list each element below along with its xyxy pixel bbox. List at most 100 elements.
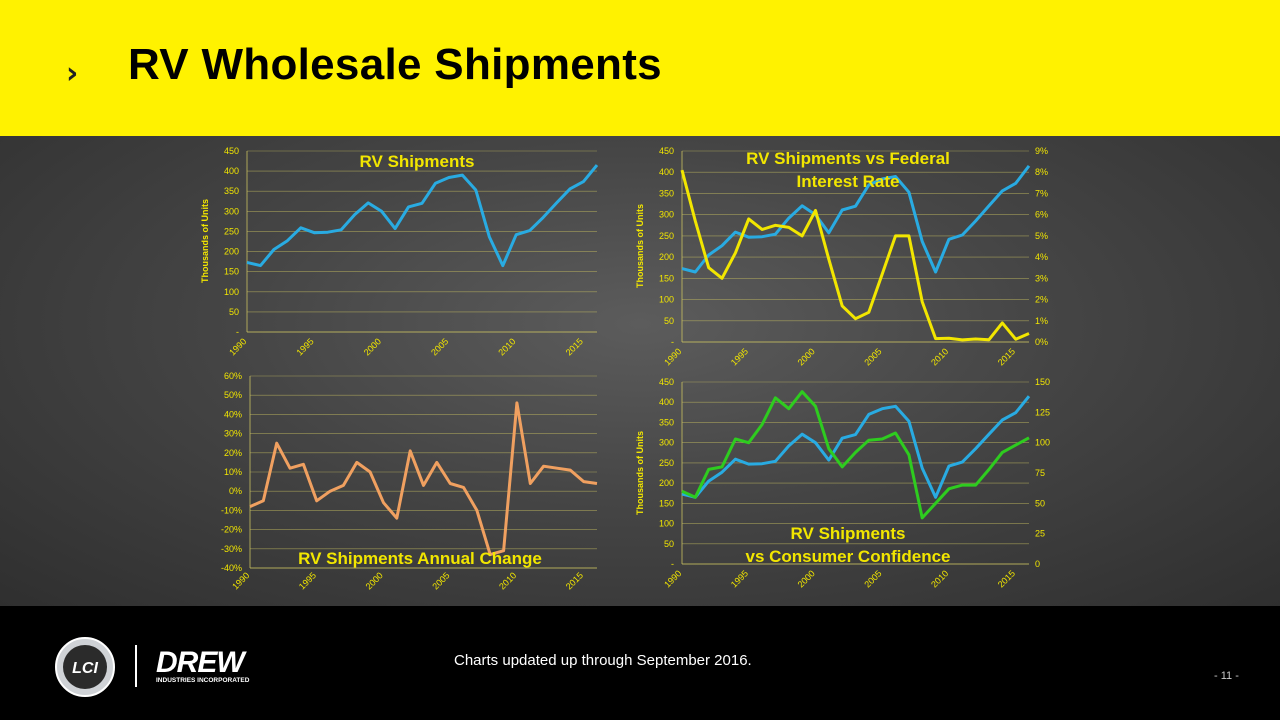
y-tick-label: 50% [224,390,242,400]
x-tick-label: 2015 [996,346,1017,367]
chart-title: Interest Rate [797,172,900,191]
chevron-right-icon: › [66,56,79,91]
x-tick-label: 1995 [294,336,315,357]
y2-tick-label: 125 [1035,407,1050,417]
y-tick-label: 0% [229,486,242,496]
footnote: Charts updated up through September 2016… [454,652,752,669]
y-tick-label: 150 [659,273,674,283]
y2-tick-label: 0 [1035,559,1040,569]
drew-logo-text: DREW [156,646,247,679]
y-tick-label: 50 [664,539,674,549]
y-tick-label: -10% [221,505,242,515]
x-tick-label: 2005 [862,568,883,589]
page-number: - 11 - [1214,670,1239,682]
y2-tick-label: 6% [1035,210,1048,220]
y-tick-label: 350 [659,417,674,427]
y-tick-label: 10% [224,467,242,477]
y2-tick-label: 3% [1035,273,1048,283]
y2-tick-label: 150 [1035,377,1050,387]
x-tick-label: 2015 [564,336,585,357]
y-tick-label: 450 [659,377,674,387]
y2-tick-label: 2% [1035,295,1048,305]
y-tick-label: 300 [224,206,239,216]
y-tick-label: - [671,559,674,569]
x-tick-label: 2005 [429,336,450,357]
title-bar [0,0,1280,136]
y2-tick-label: 7% [1035,188,1048,198]
y-tick-label: -30% [221,544,242,554]
x-tick-label: 1990 [227,336,248,357]
chart-area [0,136,1280,606]
x-tick-label: 2000 [362,336,383,357]
y-tick-label: 150 [659,498,674,508]
chart-title: RV Shipments vs Federal [746,149,950,168]
series-line [680,169,1030,342]
x-tick-label: 2005 [430,570,451,591]
series-line [681,390,1030,520]
y-tick-label: 50 [229,307,239,317]
y-tick-label: 20% [224,448,242,458]
y-tick-label: 250 [659,231,674,241]
series-line [249,401,598,557]
x-tick-label: 2010 [929,346,950,367]
chart-title: RV Shipments [791,524,906,543]
x-tick-label: 2005 [862,346,883,367]
y-tick-label: 400 [224,166,239,176]
x-tick-label: 2010 [929,568,950,589]
y-axis-title: Thousands of Units [200,199,210,283]
series-line [681,395,1031,499]
series-line [246,164,599,268]
y-tick-label: 100 [659,295,674,305]
y-tick-label: 100 [224,287,239,297]
y-tick-label: - [236,327,239,337]
y-tick-label: 350 [659,188,674,198]
y-tick-label: 250 [224,226,239,236]
chart-title: RV Shipments [360,152,475,171]
x-tick-label: 2010 [497,570,518,591]
y2-tick-label: 4% [1035,252,1048,262]
y2-tick-label: 50 [1035,498,1045,508]
y-tick-label: 40% [224,409,242,419]
y-tick-label: - [671,337,674,347]
chart-title: RV Shipments Annual Change [298,549,542,568]
y-tick-label: 450 [224,146,239,156]
y-tick-label: 400 [659,397,674,407]
x-tick-label: 2010 [496,336,517,357]
lci-logo: LCI [54,636,116,703]
series-line [681,164,1031,274]
footer [0,606,1280,720]
y-tick-label: 60% [224,371,242,381]
y-tick-label: 100 [659,519,674,529]
drew-logo: DREW INDUSTRIES INCORPORATED [154,628,266,691]
x-tick-label: 2015 [564,570,585,591]
x-tick-label: 2000 [796,346,817,367]
x-tick-label: 1995 [729,568,750,589]
y2-tick-label: 100 [1035,438,1050,448]
y-tick-label: 450 [659,146,674,156]
y2-tick-label: 0% [1035,337,1048,347]
x-tick-label: 1995 [729,346,750,367]
y2-tick-label: 1% [1035,316,1048,326]
y-axis-title: Thousands of Units [635,431,645,515]
y-tick-label: 200 [224,247,239,257]
x-tick-label: 1990 [230,570,251,591]
lci-logo-text: LCI [72,660,98,677]
x-tick-label: 1990 [662,346,683,367]
y-tick-label: 300 [659,210,674,220]
x-tick-label: 2015 [996,568,1017,589]
y2-tick-label: 8% [1035,167,1048,177]
y-tick-label: -40% [221,563,242,573]
x-tick-label: 2000 [364,570,385,591]
x-tick-label: 1990 [662,568,683,589]
y2-tick-label: 25 [1035,529,1045,539]
y-tick-label: 150 [224,267,239,277]
y-tick-label: 250 [659,458,674,468]
drew-logo-subtext: INDUSTRIES INCORPORATED [156,677,250,684]
y-tick-label: 300 [659,438,674,448]
y-tick-label: 50 [664,316,674,326]
chart-title: vs Consumer Confidence [746,547,951,566]
y-tick-label: -20% [221,525,242,535]
x-tick-label: 1995 [297,570,318,591]
y2-tick-label: 9% [1035,146,1048,156]
